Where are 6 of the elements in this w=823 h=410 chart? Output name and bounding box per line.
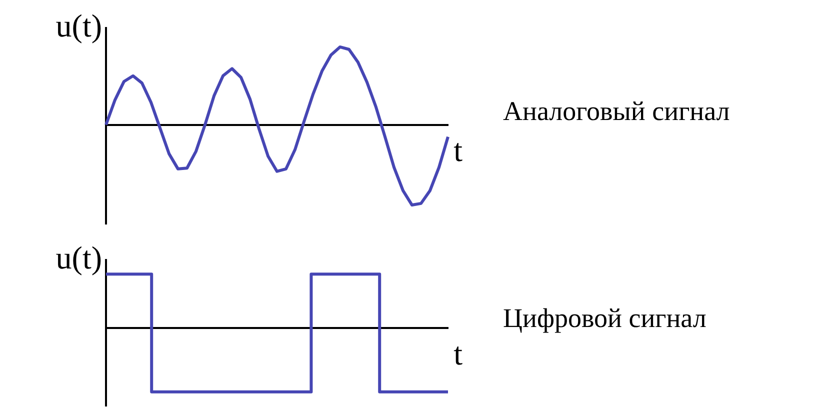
- y-axis-title: u(t): [56, 239, 102, 276]
- x-axis-title: t: [454, 336, 463, 372]
- x-axis-title: t: [454, 132, 463, 168]
- text: Аналоговый сигнал: [503, 96, 730, 127]
- y-axis-title: u(t): [56, 7, 102, 44]
- text: Цифровой сигнал: [503, 303, 706, 334]
